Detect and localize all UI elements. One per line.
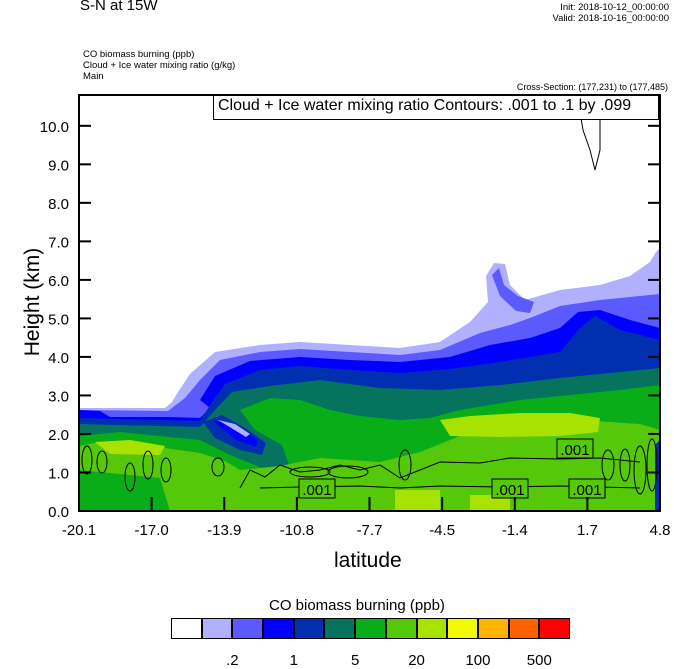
y-tick-label: 10.0 xyxy=(40,119,69,136)
cloud-contour-cell xyxy=(327,465,369,479)
x-tick-label: -13.9 xyxy=(207,522,241,539)
colorbar-swatch xyxy=(263,618,294,639)
colorbar-label: 5 xyxy=(350,652,360,669)
colorbar-swatch xyxy=(539,618,570,639)
colorbar-swatch xyxy=(355,618,386,639)
colorbar-swatch xyxy=(201,618,233,639)
filled-contours xyxy=(79,95,660,511)
y-tick-label: 9.0 xyxy=(48,157,69,174)
cloud-contour-cell xyxy=(601,449,615,481)
cloud-contour-cell xyxy=(646,438,658,492)
colorbar-swatch xyxy=(477,618,509,639)
colorbar-swatch xyxy=(508,618,540,639)
contour-labels: .001 .001 .001 .001 xyxy=(298,438,606,499)
co-level-6-bottom xyxy=(79,470,170,511)
colorbar-swatch xyxy=(171,618,202,639)
y-tick-label: 3.0 xyxy=(48,388,69,405)
co-level-2-blob xyxy=(492,268,534,313)
cloud-contour-cell xyxy=(289,466,331,478)
colorbar-title: CO biomass burning (ppb) xyxy=(269,597,445,614)
colorbar-label: 100 xyxy=(465,652,491,669)
x-tick-label: -17.0 xyxy=(135,522,169,539)
y-tick-label: 0.0 xyxy=(48,504,69,521)
colorbar-swatch xyxy=(447,618,478,639)
cloud-contour-band xyxy=(239,457,641,489)
co-level-1-tongue xyxy=(218,420,250,437)
cloud-contour-cell xyxy=(124,462,136,492)
co-level-8-bottom xyxy=(395,490,440,511)
contour-legend: Cloud + Ice water mixing ratio Contours:… xyxy=(218,97,632,114)
colorbar-label: 1 xyxy=(289,652,298,669)
colorbar-swatch xyxy=(324,618,356,639)
co-level-2-tongue xyxy=(212,420,258,447)
cloud-contour-cell xyxy=(96,450,108,474)
y-axis-label: Height (km) xyxy=(21,247,44,357)
y-tick-label: 4.0 xyxy=(48,350,69,367)
x-tick-label: 4.8 xyxy=(650,522,671,539)
colorbar-label: 20 xyxy=(408,652,425,669)
field-desc-co: CO biomass burning (ppb) xyxy=(83,49,195,60)
colorbar-label: .2 xyxy=(226,652,239,669)
y-tick-label: 8.0 xyxy=(48,196,69,213)
co-level-8-bottom-2 xyxy=(470,495,510,511)
cloud-contour-cell xyxy=(81,445,93,475)
colorbar-swatch xyxy=(385,618,417,639)
valid-time: Valid: 2018-10-16_00:00:00 xyxy=(552,13,669,24)
y-tick-label: 1.0 xyxy=(48,465,69,482)
contour-legend-box xyxy=(213,95,659,120)
colorbar-swatch xyxy=(232,618,264,639)
x-tick-label: 1.7 xyxy=(577,522,598,539)
cloud-contour-cell xyxy=(160,457,172,483)
field-desc-cloud: Cloud + Ice water mixing ratio (g/kg) xyxy=(83,60,236,71)
cloud-contour-cell xyxy=(142,450,154,480)
x-tick-label: -4.5 xyxy=(429,522,455,539)
colorbar-label: 500 xyxy=(526,652,552,669)
contour-label: .001 xyxy=(495,482,524,499)
y-tick-label: 7.0 xyxy=(48,234,69,251)
contour-label: .001 xyxy=(560,442,589,459)
plot-title: S-N at 15W xyxy=(80,0,158,14)
cloud-contour-cell xyxy=(398,449,412,481)
x-axis: -20.1 -17.0 -13.9 -10.8 -7.7 -4.5 -1.4 1.7 4.8 xyxy=(62,497,671,539)
contour-label: .001 xyxy=(302,482,331,499)
x-tick-label: -7.7 xyxy=(357,522,383,539)
x-tick-label: -1.4 xyxy=(502,522,528,539)
x-tick-label: -10.8 xyxy=(280,522,314,539)
cloud-contour-cell xyxy=(619,448,631,482)
colorbar-swatch xyxy=(293,618,325,639)
x-tick-label: -20.1 xyxy=(62,522,96,539)
y-tick-label: 2.0 xyxy=(48,427,69,444)
x-axis-label: latitude xyxy=(334,549,402,572)
init-time: Init: 2018-10-12_00:00:00 xyxy=(560,2,669,13)
co-level-8-upper xyxy=(440,413,600,437)
cloud-contour-upper xyxy=(577,99,601,171)
y-tick-label: 6.0 xyxy=(48,273,69,290)
contour-label: .001 xyxy=(572,482,601,499)
colorbar-swatch xyxy=(416,618,448,639)
cloud-contour-cell xyxy=(633,445,647,495)
cloud-contour-cell xyxy=(211,457,225,477)
co-level-4-right xyxy=(655,440,660,511)
y-axis: 0.0 1.0 2.0 3.0 4.0 5.0 6.0 7.0 8.0 9.0 10.0 xyxy=(40,119,660,521)
field-desc-main: Main xyxy=(83,71,104,82)
y-tick-label: 5.0 xyxy=(48,311,69,328)
cross-section-label: Cross-Section: (177,231) to (177,485) xyxy=(516,82,668,92)
